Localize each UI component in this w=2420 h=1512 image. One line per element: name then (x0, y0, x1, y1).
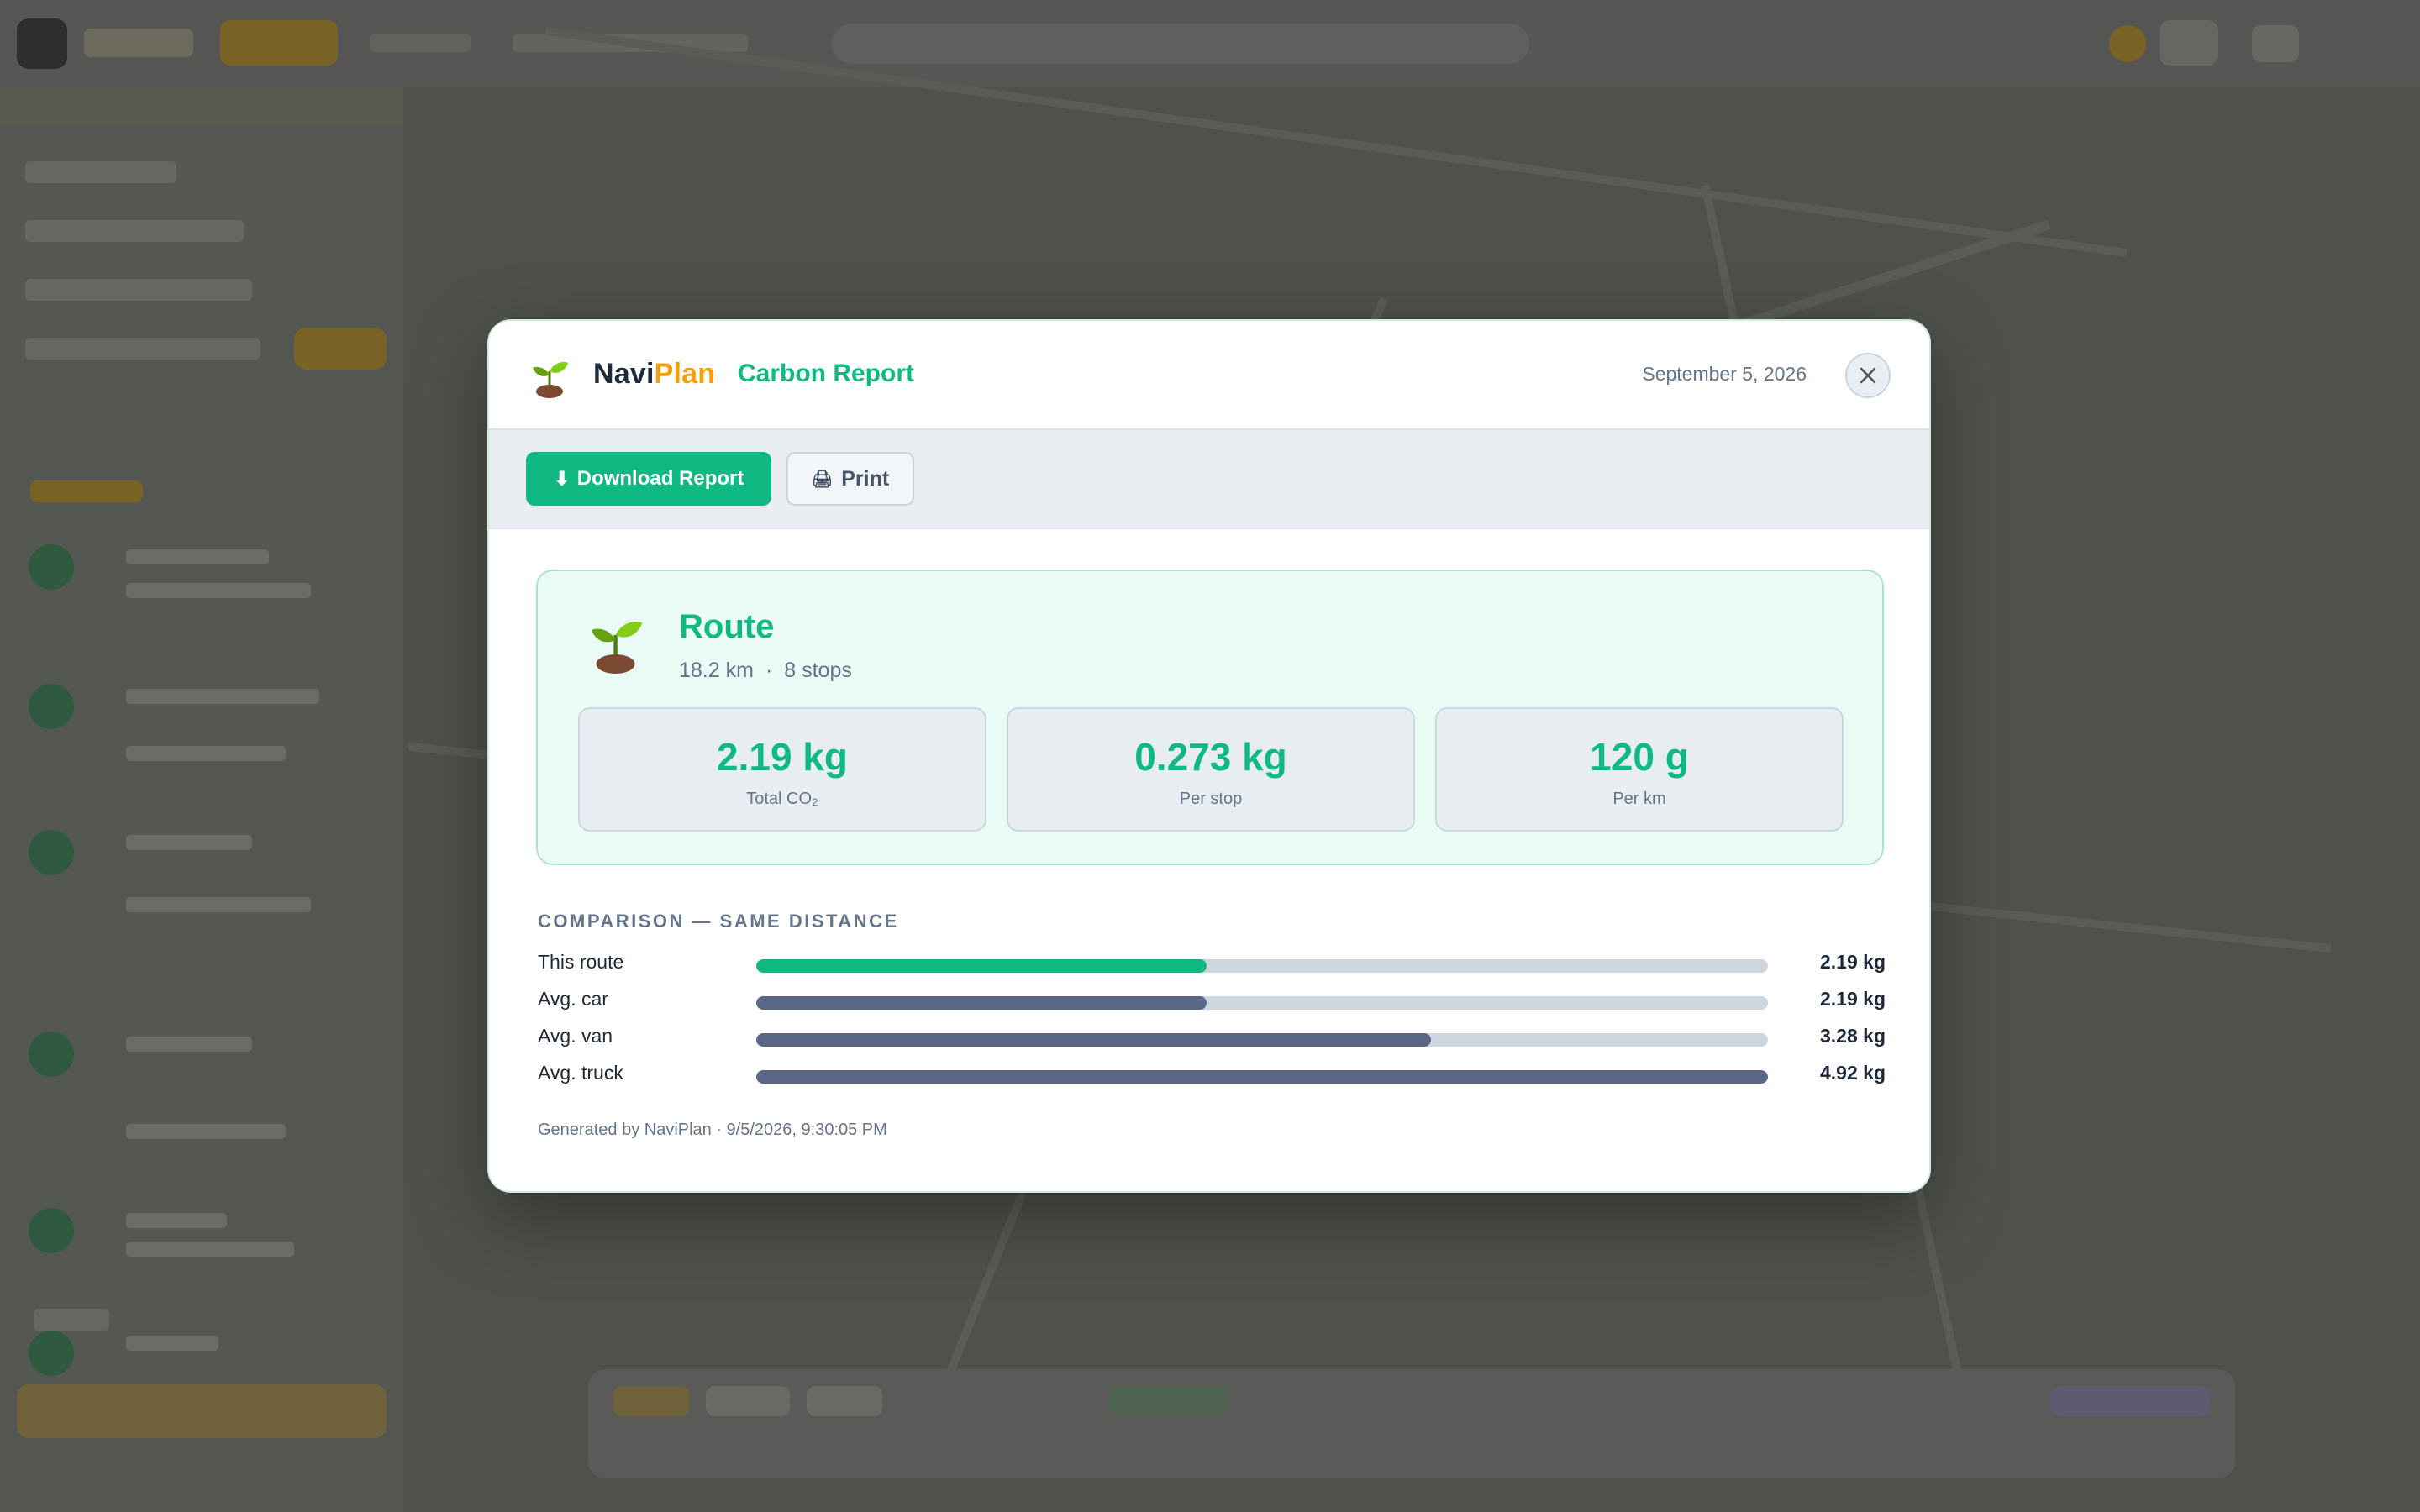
print-label: Print (841, 466, 890, 491)
background-sidebar-pill (294, 328, 387, 370)
background-stripe (0, 87, 403, 124)
comparison-value: 2.19 kg (1820, 988, 1886, 1010)
download-report-button[interactable]: ⬇ Download Report (526, 452, 771, 506)
background-chip (807, 1386, 882, 1416)
sprout-icon (533, 362, 568, 398)
comparison-title: COMPARISON — SAME DISTANCE (538, 911, 899, 932)
background-stop-line (126, 549, 269, 564)
background-sidebar-button (17, 1384, 387, 1438)
background-stop-marker (29, 684, 74, 729)
background-stop-marker (29, 544, 74, 590)
stat-label: Total CO₂ (746, 790, 818, 808)
background-chip (613, 1386, 689, 1416)
sprout-icon (591, 622, 643, 674)
background-topbar (0, 0, 2420, 87)
stat-label: Per stop (1179, 790, 1243, 808)
brand-name: NaviPlan (593, 358, 716, 390)
route-title: Route (679, 608, 775, 645)
background-badge (220, 20, 338, 66)
background-stop-line (126, 835, 252, 850)
modal-header: NaviPlan Carbon Report September 5, 2026 (489, 321, 1929, 430)
background-stop-line (126, 746, 286, 761)
route-meta: 18.2 km · 8 stops (679, 659, 852, 683)
comparison-row-avg-car: Avg. car 2.19 kg (538, 988, 1886, 1015)
carbon-report-modal: NaviPlan Carbon Report September 5, 2026… (487, 319, 1931, 1193)
comparison-label: Avg. van (538, 1025, 613, 1047)
comparison-bar-fill (756, 1033, 1431, 1047)
comparison-label: Avg. truck (538, 1062, 623, 1084)
download-report-label: Download Report (576, 467, 744, 490)
comparison-row-this-route: This route 2.19 kg (538, 951, 1886, 978)
stat-value: 120 g (1590, 735, 1689, 779)
comparison-row-avg-van: Avg. van 3.28 kg (538, 1025, 1886, 1052)
background-logo-text (84, 29, 193, 57)
stat-label: Per km (1612, 790, 1666, 808)
background-stop-line (126, 897, 311, 912)
background-stop-line (126, 1124, 286, 1139)
close-icon (1860, 367, 1876, 384)
stat-value: 2.19 kg (717, 735, 848, 779)
background-sidebar-row (25, 161, 176, 183)
background-sidebar-row (25, 338, 260, 360)
background-search-bar (832, 24, 1529, 64)
route-meta-separator: · (765, 659, 773, 682)
background-chip (2050, 1386, 2210, 1416)
background-stop-line (126, 1213, 227, 1228)
background-stop-marker (29, 1032, 74, 1077)
background-status-dot (2109, 25, 2146, 62)
background-chip (1109, 1386, 1227, 1416)
background-sidebar-row (25, 279, 252, 301)
background-stop-line (126, 583, 311, 598)
download-icon: ⬇ (553, 467, 571, 491)
report-date: September 5, 2026 (1642, 363, 1807, 385)
background-logo (17, 18, 67, 69)
comparison-row-avg-truck: Avg. truck 4.92 kg (538, 1062, 1886, 1089)
comparison-value: 3.28 kg (1820, 1025, 1886, 1047)
stat-total-co2: 2.19 kg Total CO₂ (578, 707, 986, 832)
close-button[interactable] (1845, 353, 1891, 398)
print-button[interactable]: 🖨 Print (786, 452, 914, 506)
route-distance: 18.2 km (679, 659, 754, 682)
comparison-bar-fill (756, 959, 1207, 973)
background-stop-line (126, 1336, 218, 1351)
stat-value: 0.273 kg (1134, 735, 1287, 779)
route-stops: 8 stops (784, 659, 852, 682)
background-sidebar-tag (30, 480, 143, 502)
comparison-value: 4.92 kg (1820, 1062, 1886, 1084)
stat-per-stop: 0.273 kg Per stop (1007, 707, 1415, 832)
background-sidebar (0, 124, 403, 1512)
background-sidebar-row (25, 220, 244, 242)
background-stop-marker (29, 830, 74, 875)
report-toolbar: ⬇ Download Report 🖨 Print (489, 430, 1929, 529)
background-topbar-button (2160, 20, 2218, 66)
comparison-bar-track (756, 1070, 1768, 1084)
comparison-value: 2.19 kg (1820, 951, 1886, 973)
background-sidebar-row (34, 1309, 109, 1331)
printer-icon: 🖨 (811, 470, 834, 489)
background-stop-line (126, 1242, 294, 1257)
comparison-bar-fill (756, 996, 1207, 1010)
background-nav-item (370, 34, 471, 52)
modal-title: Carbon Report (738, 360, 914, 387)
background-stop-marker (29, 1331, 74, 1376)
background-stop-line (126, 689, 319, 704)
background-stop-line (126, 1037, 252, 1052)
comparison-bar-fill (756, 1070, 1768, 1084)
comparison-bar-track (756, 1033, 1768, 1047)
comparison-bar-track (756, 959, 1768, 973)
comparison-bar-track (756, 996, 1768, 1010)
route-summary-card: Route 18.2 km · 8 stops 2.19 kg Total CO₂ … (536, 570, 1884, 865)
background-stop-marker (29, 1208, 74, 1253)
stat-per-km: 120 g Per km (1435, 707, 1844, 832)
background-topbar-button (2252, 25, 2299, 62)
comparison-label: Avg. car (538, 988, 608, 1010)
background-chip (706, 1386, 790, 1416)
comparison-label: This route (538, 951, 624, 973)
report-footer: Generated by NaviPlan · 9/5/2026, 9:30:0… (538, 1121, 887, 1139)
